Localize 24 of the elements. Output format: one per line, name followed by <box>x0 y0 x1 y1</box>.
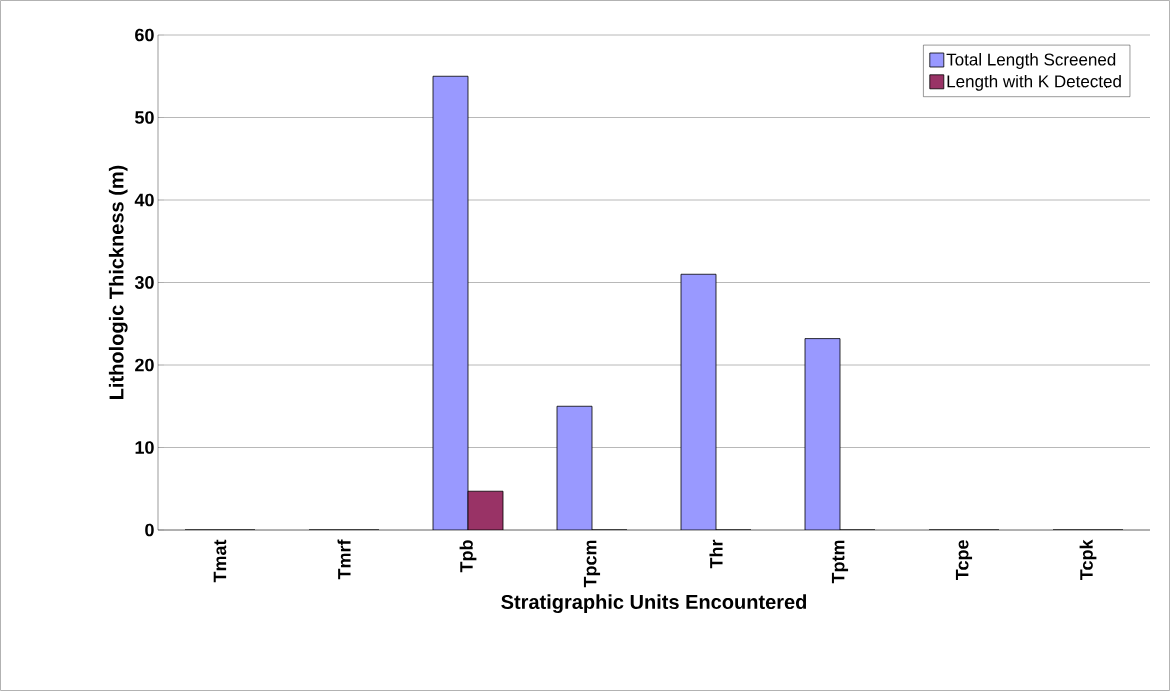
x-tick-label: Tpb <box>459 540 477 573</box>
legend-label: Length with K Detected <box>947 74 1121 91</box>
x-tick-label: Tmat <box>213 539 227 583</box>
bar <box>804 338 841 530</box>
y-tick-label: 20 <box>135 358 154 372</box>
y-axis-title: Lithologic Thickness (m) <box>108 165 128 399</box>
legend-label: Total Length Screened <box>946 53 1116 69</box>
y-tick-label: 40 <box>134 193 154 207</box>
y-tick-label: 0 <box>145 523 154 537</box>
y-tick-label: 50 <box>135 111 154 124</box>
bar <box>467 490 504 530</box>
x-tick-label: Tcpk <box>1079 539 1097 580</box>
x-tick-label: Tpcm <box>583 540 601 588</box>
bar <box>680 273 717 530</box>
bar <box>432 75 469 530</box>
y-tick-label: 10 <box>135 441 154 454</box>
x-tick-label: Tmrf <box>337 539 351 580</box>
y-tick-label: 30 <box>134 276 154 289</box>
x-tick-label: Tptm <box>831 540 849 584</box>
x-tick-label: Thr <box>709 539 723 569</box>
bar <box>556 405 593 530</box>
x-tick-label: Tcpe <box>955 540 973 580</box>
y-tick-label: 60 <box>135 28 154 42</box>
x-axis-title: Stratigraphic Units Encountered <box>501 594 807 614</box>
